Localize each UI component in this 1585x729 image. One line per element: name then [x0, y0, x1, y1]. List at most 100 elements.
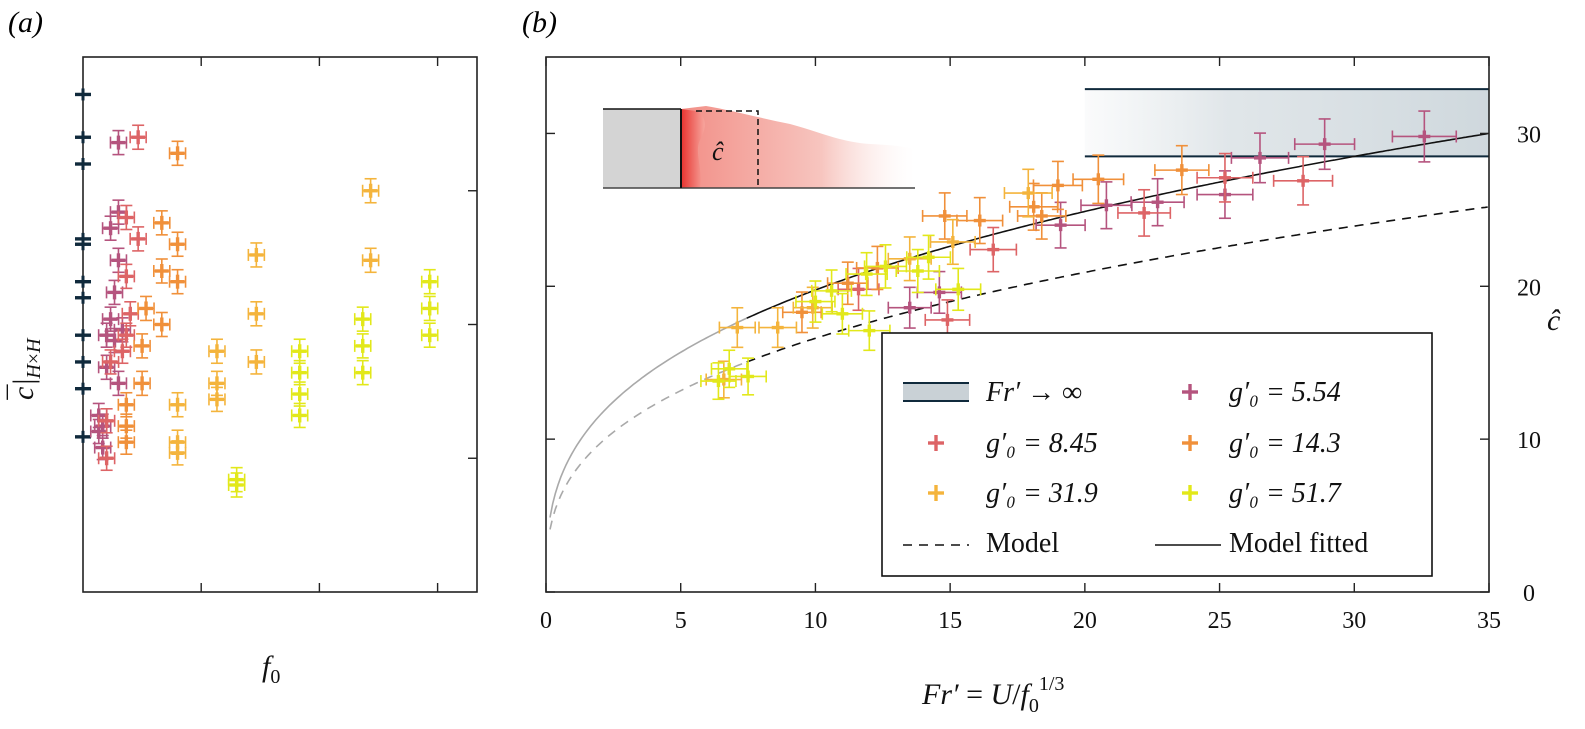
panel-b-point	[1230, 132, 1290, 184]
panel-a-point	[290, 381, 309, 407]
legend-markers	[928, 384, 1198, 501]
legend: Fr′ → ∞ g′₀ = 5.54 g′₀ = 8.45 g′₀ = 14.3…	[881, 332, 1433, 577]
panel-a-point	[208, 338, 226, 365]
panel-a-point	[129, 226, 147, 252]
panel-b-ylabel: ĉ	[1547, 304, 1561, 337]
panel-b-point	[855, 245, 899, 291]
panel-b-point	[1008, 182, 1059, 231]
curve-dashed	[746, 206, 1488, 363]
panel-b-point	[718, 306, 756, 349]
panel-a-point	[420, 268, 439, 295]
panel-a-point	[290, 402, 309, 429]
panel-a-point	[168, 268, 187, 295]
panel-b-point	[729, 357, 767, 396]
legend-fitted-label: Model fitted	[1229, 528, 1368, 559]
panel-a-point	[247, 300, 266, 327]
curve-dashed-start	[549, 361, 747, 530]
panel-b-point	[1072, 154, 1125, 205]
panel-a-point	[208, 386, 226, 413]
panel-b-point	[1196, 152, 1254, 203]
legend-marker	[1182, 384, 1198, 400]
panel-a-point	[109, 247, 128, 274]
panel-a-point	[168, 440, 187, 466]
panel-b-ticks: 0 5 10 15 20 25 30 35 0 10 20 30	[540, 57, 1541, 634]
panel-b-frame	[545, 56, 1490, 593]
panel-b-curves	[549, 132, 1488, 530]
panel-a-point	[133, 333, 151, 359]
axis-marker	[75, 382, 91, 395]
panel-a-point	[353, 333, 372, 359]
axis-marker	[75, 275, 91, 288]
panel-b-point	[1130, 177, 1185, 227]
legend-marker	[928, 435, 944, 451]
panel-b-xtick-label: 0	[540, 608, 552, 634]
panel-a-point	[290, 338, 309, 365]
panel-b-point	[810, 269, 853, 313]
panel-a-point	[168, 391, 187, 418]
panel-a-point	[117, 429, 136, 456]
curve-solid-start	[549, 317, 748, 518]
panel-b-point	[1003, 168, 1053, 218]
panel-b-xtick-label: 35	[1477, 608, 1501, 634]
panel-b-ytick-label: 30	[1517, 122, 1541, 148]
axis-marker	[75, 88, 91, 101]
axis-marker	[75, 158, 91, 170]
panel-b-xtick-label: 30	[1342, 608, 1366, 634]
panel-a-axis-markers	[75, 88, 91, 443]
panel-b-point	[863, 244, 908, 289]
panel-b-xtick-label: 10	[803, 608, 827, 634]
axis-marker	[75, 131, 91, 144]
panel-a-point	[353, 306, 372, 332]
panel-a-point	[109, 129, 128, 156]
panel-a-point	[290, 359, 309, 386]
panel-a-point	[101, 349, 120, 375]
panel-b-xlabel: Fr′ = U/f01/3	[921, 673, 1064, 717]
panel-b-point	[1080, 181, 1133, 230]
panel-b-point	[935, 267, 982, 312]
panel-b-point	[887, 286, 932, 329]
inset-lock-region	[603, 109, 681, 188]
panel-b-ytick-label: 20	[1517, 275, 1541, 301]
panel-b-ytick-label: 10	[1517, 428, 1541, 454]
panel-b-xtick-label: 5	[675, 608, 687, 634]
panel-a-point	[420, 322, 439, 349]
axis-marker	[75, 329, 91, 342]
panel-a-point	[353, 359, 372, 386]
panel-a-title: (a)	[8, 6, 43, 39]
panel-a-xlabel: f0	[262, 650, 280, 688]
panel-b-point	[758, 306, 798, 349]
panel-b-point	[1154, 144, 1210, 196]
panel-b-xtick-label: 25	[1208, 608, 1232, 634]
legend-marker	[1182, 435, 1198, 451]
panel-a-point	[153, 258, 171, 284]
panel-a-point	[153, 311, 171, 338]
panel-b-point	[1016, 192, 1067, 240]
panel-a-point	[109, 370, 128, 397]
panel-a-ticks	[200, 57, 477, 592]
panel-a-point	[101, 306, 120, 332]
panel-a-point	[117, 204, 136, 231]
panel-b-point	[826, 261, 869, 306]
panel-b-point	[921, 192, 968, 240]
panel-a-point	[129, 124, 147, 151]
panel-b-point	[956, 196, 1004, 245]
legend-marker	[928, 485, 944, 501]
panel-a-point	[121, 300, 140, 327]
limit-band	[1084, 89, 1489, 157]
legend-limit-label: Fr′ → ∞	[985, 377, 1082, 408]
panel-a-point	[420, 295, 439, 322]
panel-a-point	[168, 231, 187, 258]
inset-current-head	[681, 109, 705, 188]
panel-b-xtick-label: 20	[1073, 608, 1097, 634]
axis-marker	[75, 291, 91, 304]
panel-a-point	[133, 370, 151, 397]
panel-a-point	[117, 413, 136, 439]
panel-a-point	[97, 407, 116, 434]
panel-b-point	[845, 251, 888, 297]
panel-a-point	[97, 445, 116, 472]
panel-a-point	[247, 349, 266, 375]
legend-limit-swatch	[903, 383, 969, 401]
panel-b-ytick-label: 0	[1523, 581, 1535, 607]
panel-b-point	[929, 218, 976, 266]
